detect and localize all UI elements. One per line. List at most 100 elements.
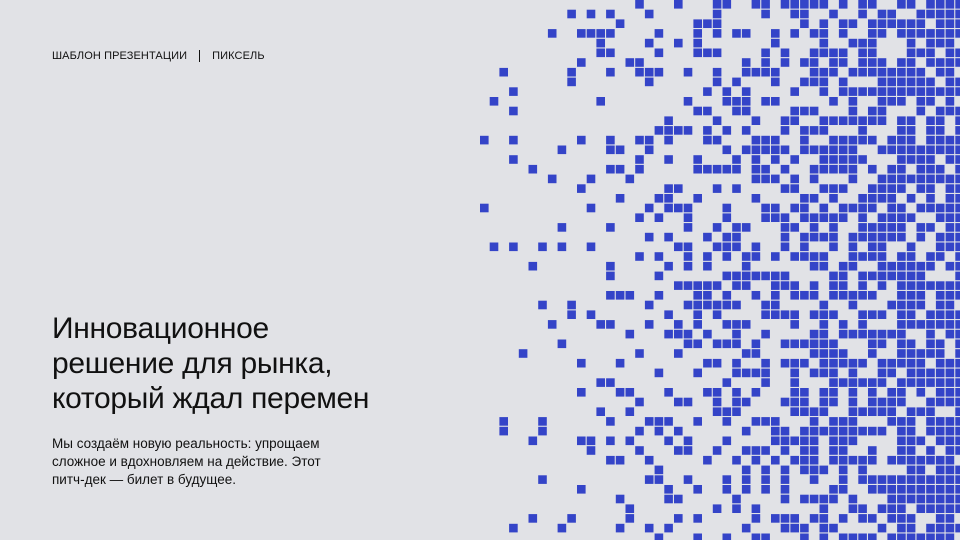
pixel <box>790 116 799 125</box>
pixel <box>935 417 945 426</box>
pixel <box>887 358 896 368</box>
pixel <box>887 368 896 378</box>
pixel <box>625 388 635 397</box>
pixel <box>674 0 683 9</box>
pixel <box>916 281 926 290</box>
pixel <box>955 9 960 19</box>
pixel <box>567 310 576 319</box>
pixel <box>703 126 712 135</box>
pixel <box>868 252 877 261</box>
pixel <box>926 203 935 213</box>
pixel <box>916 465 926 475</box>
pixel <box>945 261 955 271</box>
pixel <box>906 77 916 87</box>
pixel <box>819 48 829 58</box>
pixel <box>955 213 960 222</box>
pixel <box>809 67 819 77</box>
pixel <box>693 339 702 349</box>
pixel <box>877 261 887 271</box>
pixel <box>683 436 693 446</box>
pixel <box>935 358 945 368</box>
pixel <box>935 242 945 252</box>
pixel <box>829 164 838 174</box>
pixel <box>955 281 960 290</box>
pixel <box>945 426 955 436</box>
pixel <box>732 223 741 232</box>
pixel <box>945 291 955 300</box>
pixel <box>887 97 896 106</box>
pixel <box>858 155 867 164</box>
pixel <box>838 533 848 540</box>
pixel <box>732 494 741 504</box>
pixel <box>741 261 751 271</box>
pixel <box>897 485 906 494</box>
pixel <box>683 126 693 135</box>
pixel <box>712 0 722 9</box>
pixel <box>829 397 838 407</box>
pixel <box>644 475 654 484</box>
pixel <box>829 242 838 252</box>
pixel <box>800 426 809 436</box>
pixel <box>955 378 960 387</box>
pixel <box>916 388 926 397</box>
pixel <box>761 203 770 213</box>
pixel <box>800 252 809 261</box>
pixel <box>644 145 654 155</box>
pixel <box>790 281 799 290</box>
pixel <box>868 48 877 58</box>
pixel <box>509 523 518 533</box>
pixel <box>877 213 887 222</box>
pixel <box>868 232 877 242</box>
pixel <box>897 339 906 349</box>
pixel <box>538 300 547 310</box>
pixel <box>897 446 906 455</box>
pixel <box>596 407 605 416</box>
pixel <box>897 271 906 281</box>
pixel <box>868 116 877 125</box>
pixel <box>945 358 955 368</box>
pixel <box>868 242 877 252</box>
pixel <box>615 494 625 504</box>
pixel <box>838 48 848 58</box>
pixel <box>635 213 644 222</box>
pixel <box>829 291 838 300</box>
pixel <box>771 291 780 300</box>
pixel <box>935 29 945 38</box>
pixel <box>741 145 751 155</box>
pixel <box>935 67 945 77</box>
pixel <box>877 368 887 378</box>
pixel <box>809 417 819 426</box>
pixel <box>751 271 761 281</box>
pixel <box>829 223 838 232</box>
pixel <box>800 135 809 145</box>
pixel <box>800 106 809 116</box>
pixel <box>906 465 916 475</box>
pixel <box>897 155 906 164</box>
pixel <box>935 436 945 446</box>
pixel <box>606 455 615 465</box>
pixel <box>838 320 848 329</box>
pixel <box>945 514 955 523</box>
pixel <box>858 48 867 58</box>
pixel <box>916 407 926 416</box>
pixel <box>489 97 499 106</box>
pixel <box>848 106 858 116</box>
pixel <box>906 378 916 387</box>
pixel <box>780 116 790 125</box>
pixel <box>829 310 838 319</box>
pixel <box>674 397 683 407</box>
pixel <box>926 184 935 193</box>
pixel <box>693 291 702 300</box>
pixel <box>887 417 896 426</box>
pixel <box>644 455 654 465</box>
pixel <box>848 417 858 426</box>
pixel <box>858 213 867 222</box>
pixel <box>741 223 751 232</box>
pixel <box>819 116 829 125</box>
pixel <box>887 67 896 77</box>
pixel <box>906 475 916 484</box>
pixel <box>858 310 867 319</box>
pixel <box>567 67 576 77</box>
pixel <box>877 106 887 116</box>
